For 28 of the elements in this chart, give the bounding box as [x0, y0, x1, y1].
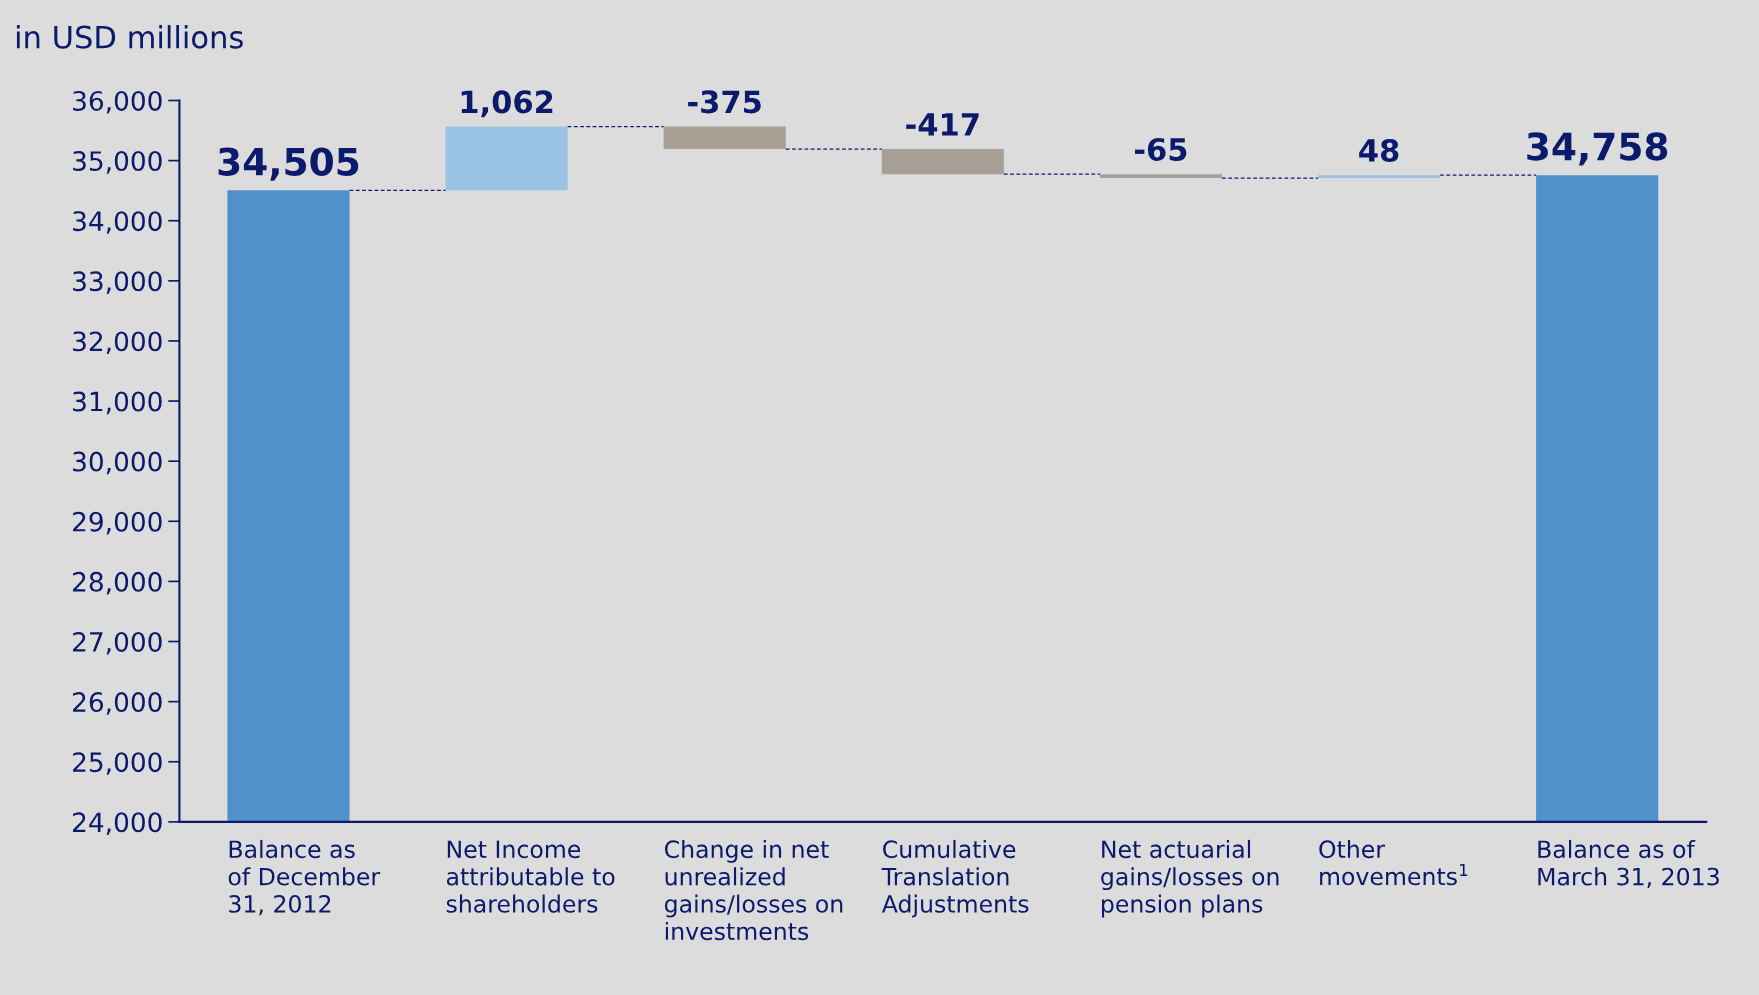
data-label: 34,505	[218, 147, 359, 181]
data-label: 34,758	[1527, 132, 1668, 166]
y-tick-label: 30,000	[73, 451, 162, 475]
x-tick-label: Other movements$^{1}$	[1319, 839, 1468, 886]
data-label: 1,062	[461, 90, 553, 118]
y-tick-label: 36,000	[73, 90, 162, 114]
y-tick-label: 27,000	[73, 631, 162, 655]
y-tick-label: 32,000	[73, 331, 162, 355]
y-tick-label: 31,000	[73, 391, 162, 415]
y-tick-label: 28,000	[73, 571, 162, 595]
x-tick-label: Change in net unrealized gains/losses on investments	[664, 839, 843, 941]
data-label: -375	[688, 90, 761, 114]
y-tick-label: 26,000	[73, 692, 162, 715]
data-label: 48	[1359, 138, 1399, 163]
x-tick-label: Balance as of December 31, 2012	[228, 839, 381, 916]
x-tick-label: Net actuarial gains/losses on pension plans	[1101, 839, 1279, 918]
x-tick-label: Net Income attributable to shareholders	[446, 840, 615, 913]
y-axis-title: in USD millions	[16, 25, 243, 49]
data-label: -417	[906, 113, 979, 136]
y-tick-label: 35,000	[73, 151, 162, 174]
x-tick-label: Balance as of March 31, 2013	[1538, 839, 1719, 888]
y-tick-label: 29,000	[73, 511, 162, 535]
y-tick-label: 33,000	[73, 271, 162, 294]
data-label: -65	[1135, 137, 1187, 161]
x-tick-label: Cumulative Translation Adjustments	[881, 839, 1029, 918]
y-tick-label: 34,000	[73, 211, 162, 234]
y-tick-label: 25,000	[73, 752, 162, 775]
y-tick-label: 24,000	[73, 812, 162, 835]
